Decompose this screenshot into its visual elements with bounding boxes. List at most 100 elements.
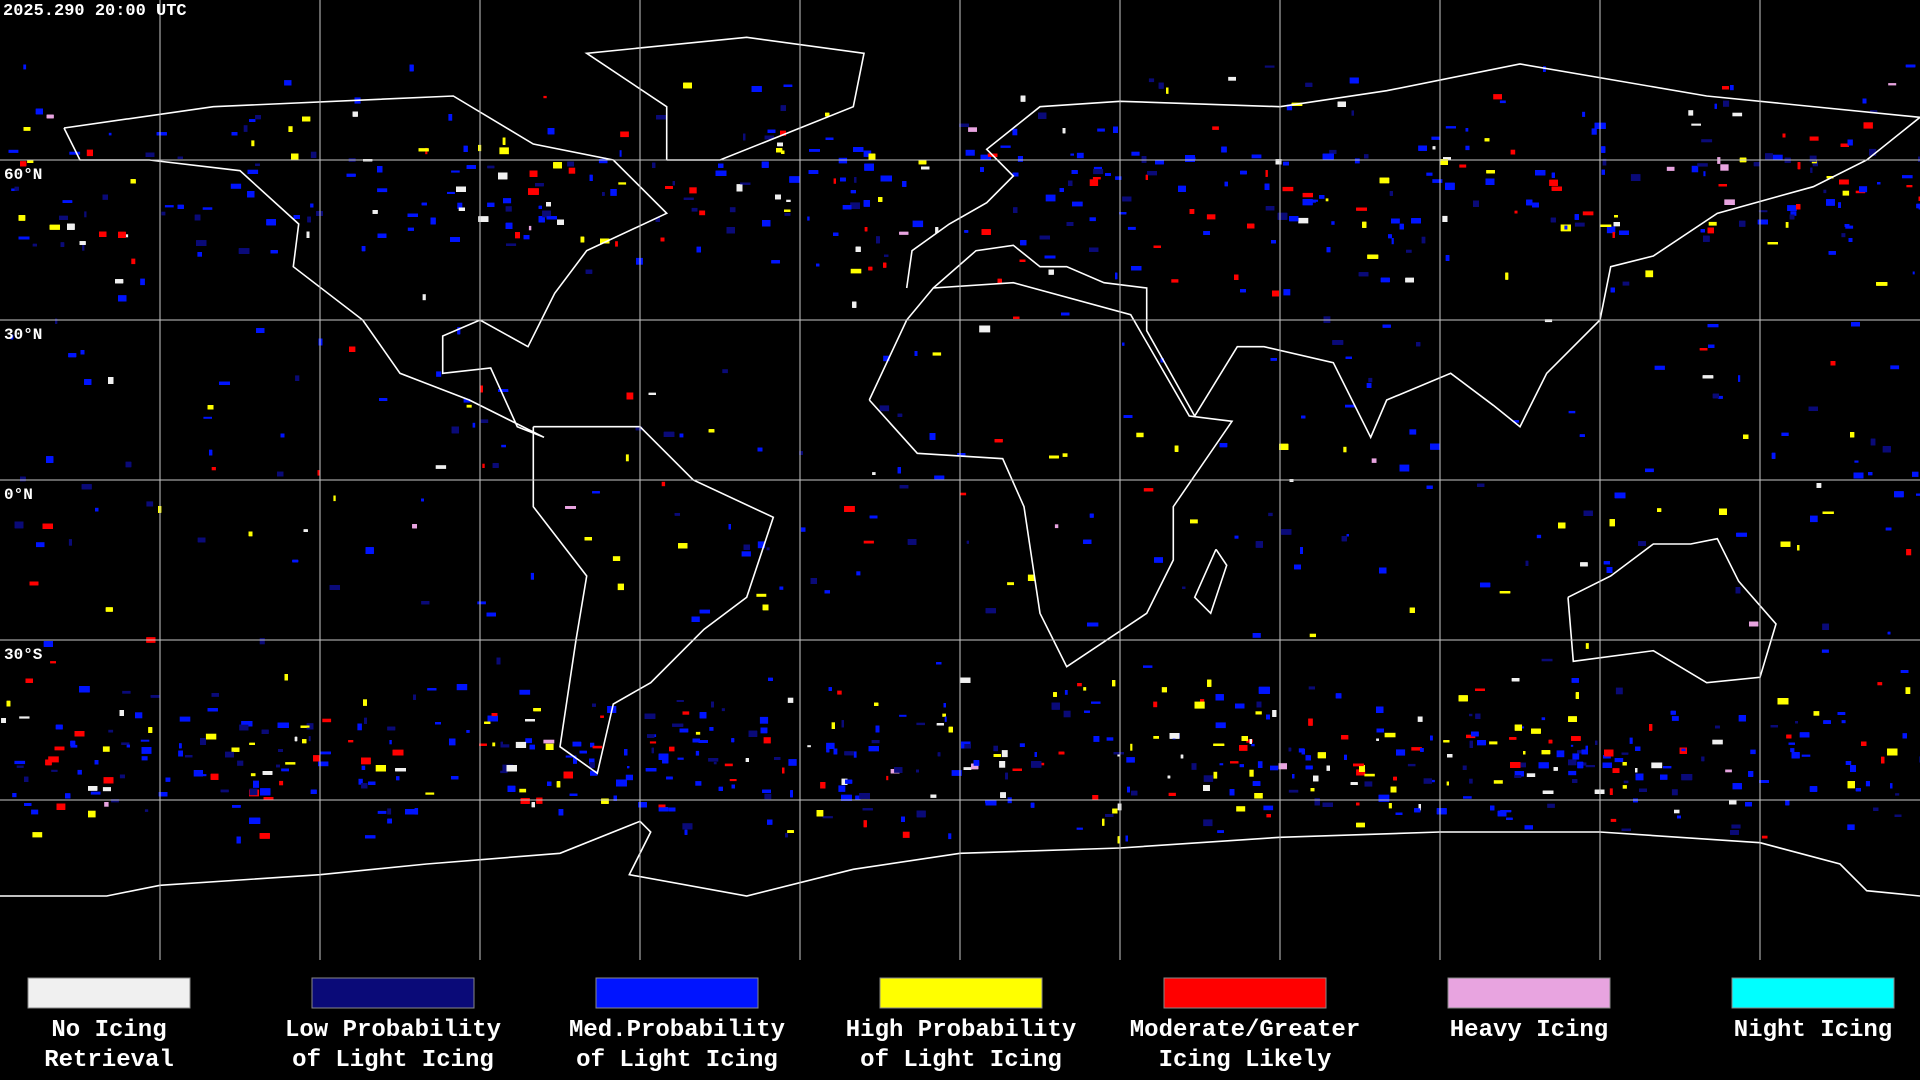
icing-cell <box>1850 432 1855 438</box>
icing-cell <box>1465 128 1469 132</box>
icing-cell <box>317 470 320 476</box>
icing-cell <box>1471 731 1479 737</box>
icing-cell <box>150 695 161 698</box>
icing-cell <box>1844 224 1850 227</box>
icing-cell <box>1735 587 1741 594</box>
icing-cell <box>1367 254 1379 259</box>
icing-cell <box>568 167 576 174</box>
icing-cell <box>1215 694 1224 701</box>
icing-cell <box>1671 716 1679 721</box>
icing-cell <box>966 540 969 544</box>
icing-cell <box>263 797 274 800</box>
icing-cell <box>302 739 307 744</box>
icing-cell <box>250 773 256 777</box>
icing-cell <box>12 793 17 798</box>
icing-cell <box>211 467 216 471</box>
icing-cell <box>1613 222 1620 227</box>
icing-cell <box>59 215 68 220</box>
icing-cell <box>1600 224 1612 227</box>
icing-cell <box>1092 795 1099 801</box>
icing-cell <box>959 492 967 496</box>
icing-cell <box>1206 214 1216 220</box>
icing-cell <box>916 769 919 773</box>
icing-cell <box>65 793 71 799</box>
icing-cell <box>466 730 470 733</box>
icing-cell <box>1153 701 1158 708</box>
icing-cell <box>799 451 803 455</box>
icing-cell <box>50 661 56 664</box>
icing-cell <box>897 467 901 474</box>
icing-cell <box>1252 781 1261 786</box>
icing-cell <box>389 740 392 745</box>
icing-cell <box>1282 186 1294 192</box>
icing-cell <box>1691 165 1699 173</box>
icing-cell <box>1158 82 1164 89</box>
icing-cell <box>1547 803 1555 808</box>
icing-cell <box>1130 743 1133 751</box>
icing-cell <box>899 231 909 235</box>
icing-cell <box>1312 199 1318 202</box>
icing-field <box>1 64 1920 844</box>
icing-cell <box>573 757 577 764</box>
icing-cell <box>102 787 111 792</box>
icing-cell <box>620 131 629 138</box>
icing-cell <box>1167 775 1171 779</box>
icing-cell <box>589 174 593 181</box>
icing-cell <box>1351 110 1354 116</box>
icing-cell <box>1346 534 1349 537</box>
icing-cell <box>1148 78 1155 83</box>
icing-cell <box>358 778 363 785</box>
icing-cell <box>1790 748 1795 753</box>
icing-cell <box>1666 166 1675 171</box>
icing-cell <box>333 495 336 502</box>
icing-cell <box>679 728 689 733</box>
icing-cell <box>1345 356 1352 359</box>
icing-cell <box>1556 750 1565 758</box>
icing-cell <box>930 794 937 798</box>
icing-cell <box>261 729 269 734</box>
icing-cell <box>1062 128 1066 134</box>
icing-cell <box>789 176 800 183</box>
icing-cell <box>1810 167 1813 173</box>
icing-cell <box>1089 513 1094 518</box>
icing-cell <box>135 712 143 719</box>
icing-cell <box>698 740 708 743</box>
icing-cell <box>329 585 340 590</box>
icing-cell <box>981 229 991 235</box>
icing-cell <box>1614 758 1624 763</box>
icing-cell <box>762 789 771 793</box>
icing-cell <box>1270 765 1279 771</box>
icing-cell <box>19 716 30 719</box>
icing-cell <box>1568 410 1576 414</box>
icing-cell <box>850 202 860 209</box>
icing-cell <box>902 831 910 838</box>
icing-cell <box>308 736 311 742</box>
icing-cell <box>196 240 207 246</box>
icing-cell <box>740 182 751 185</box>
icing-cell <box>1034 752 1037 757</box>
icing-cell <box>1203 775 1214 782</box>
icing-cell <box>1538 762 1549 769</box>
icing-cell <box>957 453 966 457</box>
icing-cell <box>1426 485 1433 489</box>
icing-cell <box>515 232 520 239</box>
icing-cell <box>29 581 39 586</box>
icing-cell <box>1054 524 1059 529</box>
icing-cell <box>108 132 112 136</box>
icing-cell <box>1344 754 1347 760</box>
icing-cell <box>1298 217 1309 224</box>
icing-cell <box>158 792 168 797</box>
icing-cell <box>840 177 846 182</box>
icing-cell <box>1542 790 1554 794</box>
icing-cell <box>1623 780 1629 784</box>
icing-cell <box>1785 222 1789 228</box>
icing-cell <box>1044 255 1056 259</box>
icing-cell <box>850 268 862 274</box>
icing-cell <box>60 242 65 247</box>
icing-cell <box>1430 443 1440 450</box>
icing-cell <box>1873 807 1879 811</box>
icing-cell <box>1077 683 1082 687</box>
icing-cell <box>1423 778 1432 784</box>
icing-cell <box>960 677 971 683</box>
icing-cell <box>868 266 873 271</box>
